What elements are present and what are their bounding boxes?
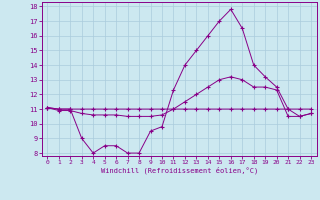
X-axis label: Windchill (Refroidissement éolien,°C): Windchill (Refroidissement éolien,°C) bbox=[100, 167, 258, 174]
